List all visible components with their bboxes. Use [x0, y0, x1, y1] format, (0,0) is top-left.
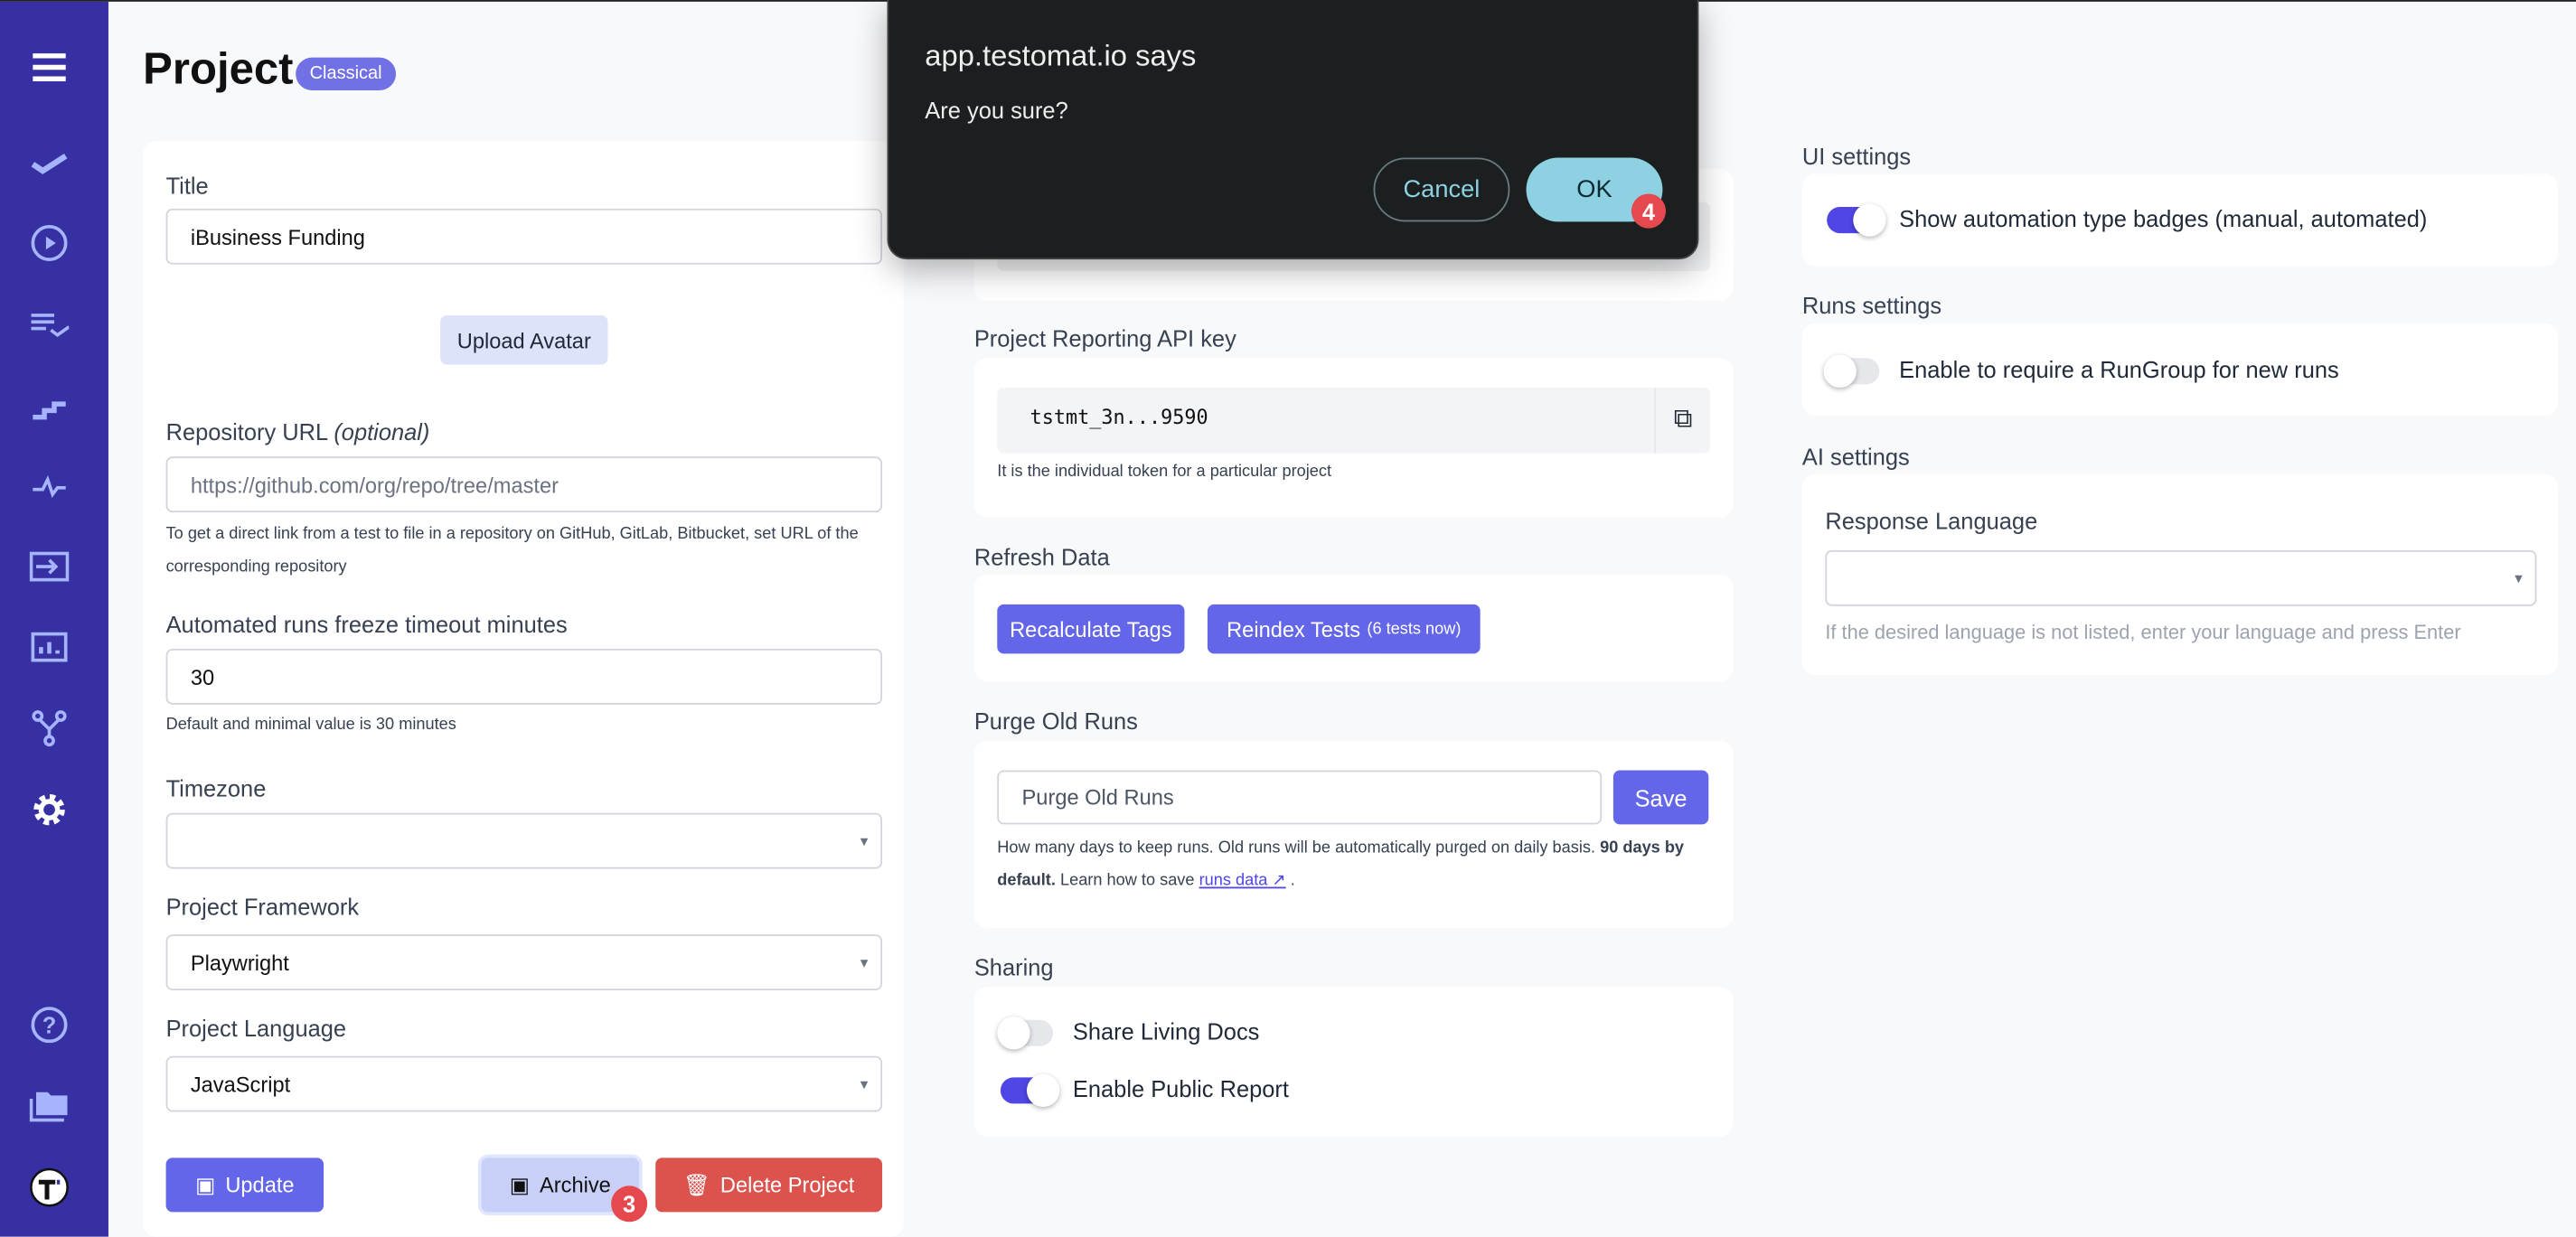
response-language-hint: If the desired language is not listed, e… — [1825, 621, 2461, 644]
chevron-down-icon: ▼ — [857, 1077, 871, 1092]
menu-icon[interactable] — [28, 46, 71, 89]
recalculate-tags-button[interactable]: Recalculate Tags — [997, 604, 1185, 654]
pulse-icon[interactable] — [28, 466, 71, 509]
share-living-docs-toggle[interactable] — [997, 1017, 1054, 1050]
update-button[interactable]: ▣ Update — [165, 1157, 324, 1213]
language-label: Project Language — [165, 1015, 347, 1042]
folder-icon[interactable] — [28, 1084, 71, 1127]
archive-button[interactable]: ▣ Archive — [481, 1157, 640, 1213]
refresh-card: Recalculate Tags Reindex Tests (6 tests n… — [973, 575, 1734, 682]
ui-settings-label: UI settings — [1801, 143, 1912, 170]
timezone-select[interactable]: ▼ — [165, 812, 883, 869]
help-icon[interactable]: ? — [28, 1004, 71, 1046]
delete-label: Delete Project — [719, 1172, 855, 1198]
runs-settings-label: Runs settings — [1801, 292, 1942, 319]
framework-select[interactable]: Playwright ▼ — [165, 934, 883, 991]
archive-icon: ▣ — [509, 1171, 531, 1197]
delete-project-button[interactable]: 🗑 Delete Project — [655, 1157, 883, 1213]
rungroup-label: Enable to require a RunGroup for new run… — [1899, 356, 2339, 383]
api-key-card: tstmt_3n...9590 ⧉ It is the individual t… — [973, 358, 1734, 518]
refresh-data-label: Refresh Data — [973, 543, 1110, 570]
chevron-down-icon: ▼ — [857, 955, 871, 971]
automation-badges-label: Show automation type badges (manual, aut… — [1899, 205, 2428, 232]
ui-settings-card: Show automation type badges (manual, aut… — [1801, 173, 2559, 267]
language-select[interactable]: JavaScript ▼ — [165, 1055, 883, 1112]
check-icon[interactable] — [28, 141, 71, 183]
reindex-label: Reindex Tests — [1227, 616, 1361, 642]
title-input[interactable]: iBusiness Funding — [165, 208, 883, 265]
sharing-card: Share Living Docs Enable Public Report — [973, 987, 1734, 1137]
ai-settings-label: AI settings — [1801, 443, 1910, 470]
save-icon: ▣ — [195, 1171, 216, 1197]
chart-icon[interactable] — [28, 626, 71, 669]
runs-settings-card: Enable to require a RunGroup for new run… — [1801, 323, 2559, 416]
play-circle-icon[interactable] — [28, 221, 71, 264]
project-settings-card: Title iBusiness Funding Upload Avatar Re… — [143, 141, 904, 1237]
share-living-docs-label: Share Living Docs — [1072, 1017, 1260, 1045]
page-title: Project — [143, 44, 294, 94]
update-label: Update — [225, 1172, 295, 1198]
ok-button[interactable]: OK — [1526, 157, 1663, 222]
repo-hint: To get a direct link from a test to file… — [165, 525, 859, 576]
archive-label: Archive — [540, 1172, 611, 1198]
title-label: Title — [165, 172, 209, 199]
ai-settings-card: Response Language ▼ If the desired langu… — [1801, 474, 2559, 676]
public-report-toggle[interactable] — [1000, 1073, 1060, 1108]
api-key-value: tstmt_3n...9590 — [997, 387, 1711, 454]
purge-label: Purge Old Runs — [973, 708, 1138, 735]
tests-count: (6 tests now) — [1367, 620, 1462, 639]
gear-icon[interactable] — [28, 788, 71, 830]
api-key-hint: It is the individual token for a particu… — [997, 463, 1332, 482]
save-button[interactable]: Save — [1612, 770, 1709, 825]
confirm-dialog: app.testomat.io says Are you sure? Cance… — [887, 0, 1699, 260]
response-language-label: Response Language — [1825, 507, 2038, 534]
dialog-title: app.testomat.io says — [925, 39, 1197, 72]
trash-icon: 🗑 — [682, 1171, 710, 1197]
copy-icon[interactable]: ⧉ — [1654, 387, 1710, 454]
framework-label: Project Framework — [165, 893, 360, 920]
external-link-icon: ↗ — [1272, 872, 1286, 891]
upload-avatar-button[interactable]: Upload Avatar — [440, 314, 608, 365]
response-language-select[interactable]: ▼ — [1825, 549, 2537, 606]
purge-input[interactable]: Purge Old Runs — [997, 770, 1603, 825]
cancel-button[interactable]: Cancel — [1373, 157, 1510, 222]
public-report-label: Enable Public Report — [1072, 1075, 1289, 1102]
project-type-badge: Classical — [296, 57, 397, 90]
svg-text:?: ? — [42, 1013, 57, 1038]
runs-data-link[interactable]: runs data ↗ — [1199, 872, 1286, 891]
testomat-logo-icon[interactable] — [28, 1166, 71, 1208]
rungroup-toggle[interactable] — [1823, 354, 1880, 388]
timeout-label: Automated runs freeze timeout minutes — [165, 611, 568, 638]
api-key-label: Project Reporting API key — [973, 324, 1236, 351]
branch-icon[interactable] — [28, 707, 71, 749]
language-value: JavaScript — [190, 1071, 291, 1097]
repo-label: Repository URL (optional) — [165, 418, 430, 445]
timeout-hint: Default and minimal value is 30 minutes — [165, 716, 456, 735]
dialog-message: Are you sure? — [925, 97, 1068, 124]
step-badge: 3 — [611, 1185, 648, 1223]
reindex-tests-button[interactable]: Reindex Tests (6 tests now) — [1207, 604, 1481, 654]
framework-value: Playwright — [190, 950, 289, 975]
import-icon[interactable] — [28, 545, 71, 587]
sidebar: ? — [0, 1, 108, 1237]
timezone-label: Timezone — [165, 774, 267, 801]
purge-hint: How many days to keep runs. Old runs wil… — [997, 839, 1685, 891]
stairs-icon[interactable] — [28, 384, 71, 426]
purge-card: Purge Old Runs Save How many days to kee… — [973, 740, 1734, 928]
repo-url-input[interactable]: https://github.com/org/repo/tree/master — [165, 456, 883, 513]
step-badge: 4 — [1631, 193, 1667, 229]
automation-badges-toggle[interactable] — [1827, 203, 1886, 237]
checklist-icon[interactable] — [28, 302, 71, 344]
chevron-down-icon: ▼ — [2512, 571, 2525, 586]
sharing-label: Sharing — [973, 954, 1054, 981]
chevron-down-icon: ▼ — [857, 834, 871, 849]
timeout-input[interactable]: 30 — [165, 648, 883, 705]
